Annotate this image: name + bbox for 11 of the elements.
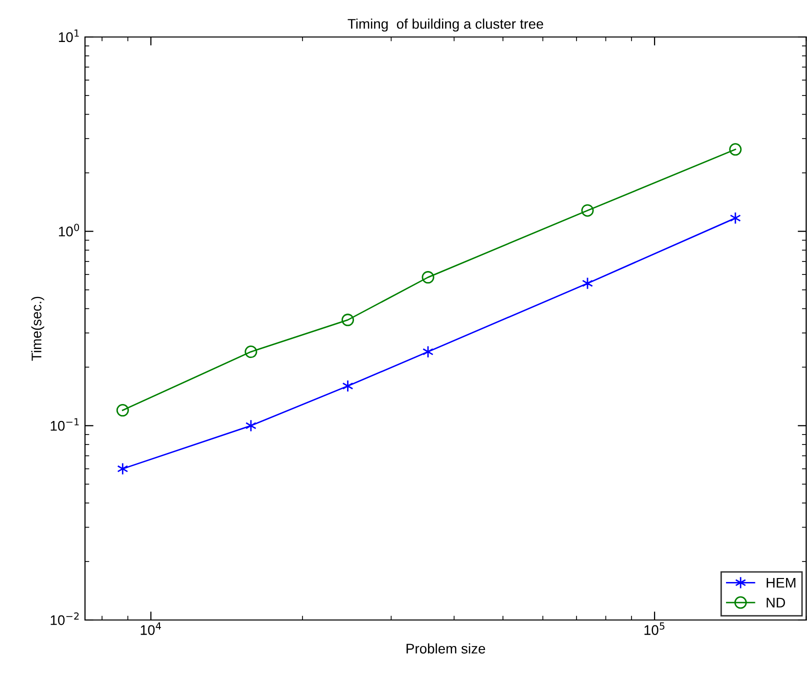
y-tick-label: 10$^{−1}$ [50, 418, 79, 431]
x-axis-title: Problem size [406, 643, 486, 654]
x-tick-label: 10$^{4}$ [140, 622, 161, 635]
chart-title: Timing of building a cluster tree [348, 18, 544, 32]
y-tick-label: 10$^{−2}$ [50, 612, 79, 626]
y-tick-label: 10$^{1}$ [58, 30, 79, 42]
legend-label: HEM [766, 578, 796, 588]
y-tick-label: 10$^{0}$ [58, 224, 80, 236]
x-tick-label: 10$^{5}$ [644, 622, 664, 635]
legend-label: ND [766, 598, 786, 608]
y-axis-title: Time(sec.) [31, 296, 44, 361]
